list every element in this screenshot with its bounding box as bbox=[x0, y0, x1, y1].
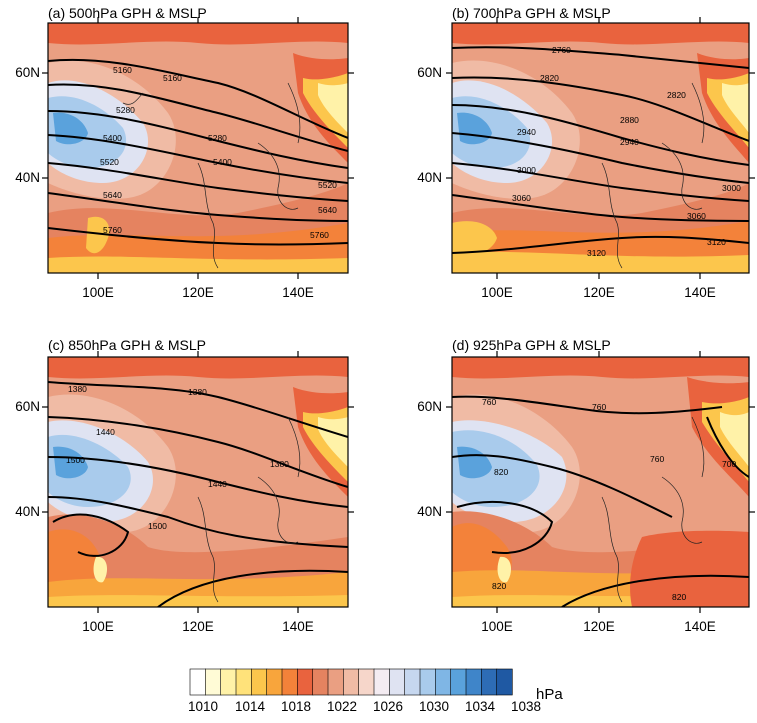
colorbar-swatch bbox=[205, 668, 222, 696]
colorbar-tick-label: 1026 bbox=[373, 699, 404, 714]
lat-label-40n: 40N bbox=[15, 504, 40, 519]
lat-label-40n: 40N bbox=[417, 504, 442, 519]
contour-label: 1440 bbox=[96, 427, 115, 437]
colorbar-swatch bbox=[251, 668, 268, 696]
colorbar-swatch bbox=[389, 668, 406, 696]
colorbar-swatch bbox=[419, 668, 436, 696]
contour-label: 2880 bbox=[620, 115, 639, 125]
contour-label: 5160 bbox=[163, 73, 182, 83]
colorbar-swatch bbox=[496, 668, 513, 696]
contour-label: 1500 bbox=[66, 455, 85, 465]
colorbar-swatch bbox=[404, 668, 421, 696]
colorbar-swatch bbox=[327, 668, 344, 696]
colorbar-tick-label: 1038 bbox=[511, 699, 542, 714]
colorbar-swatch bbox=[235, 668, 252, 696]
contour-label: 2760 bbox=[552, 45, 571, 55]
contour-label: 760 bbox=[592, 402, 606, 412]
panel-c-map: 1380 1380 1380 1440 1440 1500 1500 bbox=[42, 351, 354, 613]
contour-label: 3120 bbox=[587, 248, 606, 258]
lat-label-60n: 60N bbox=[417, 399, 442, 414]
contour-label: 760 bbox=[650, 454, 664, 464]
contour-label: 5400 bbox=[213, 157, 232, 167]
panel-b-title: (b) 700hPa GPH & MSLP bbox=[452, 5, 611, 21]
colorbar-tick-label: 1022 bbox=[327, 699, 358, 714]
colorbar-swatch bbox=[343, 668, 360, 696]
contour-label: 760 bbox=[482, 397, 496, 407]
lon-label-120e: 120E bbox=[583, 285, 615, 300]
contour-label: 1440 bbox=[208, 479, 227, 489]
colorbar-swatch bbox=[481, 668, 498, 696]
contour-label: 5160 bbox=[113, 65, 132, 75]
lat-label-60n: 60N bbox=[417, 65, 442, 80]
contour-label: 1380 bbox=[270, 459, 289, 469]
panel-a-map: 5160 5160 5280 5280 5400 5400 5520 5520 … bbox=[42, 17, 354, 279]
colorbar-tick-label: 1010 bbox=[188, 699, 219, 714]
contour-label: 5520 bbox=[318, 180, 337, 190]
contour-label: 5280 bbox=[116, 105, 135, 115]
lon-label-100e: 100E bbox=[82, 619, 114, 634]
contour-label: 820 bbox=[672, 592, 686, 602]
contour-label: 3000 bbox=[517, 165, 536, 175]
colorbar-swatch bbox=[266, 668, 283, 696]
colorbar-unit: hPa bbox=[536, 686, 563, 703]
lon-label-100e: 100E bbox=[481, 619, 513, 634]
lon-label-140e: 140E bbox=[282, 285, 314, 300]
contour-label: 1380 bbox=[188, 387, 207, 397]
colorbar-swatch bbox=[358, 668, 375, 696]
contour-label: 3060 bbox=[512, 193, 531, 203]
contour-label: 3120 bbox=[707, 237, 726, 247]
colorbar bbox=[189, 668, 513, 696]
contour-label: 2940 bbox=[620, 137, 639, 147]
colorbar-swatch bbox=[435, 668, 452, 696]
colorbar-swatch bbox=[373, 668, 390, 696]
contour-label: 820 bbox=[492, 581, 506, 591]
lat-label-40n: 40N bbox=[15, 170, 40, 185]
lon-label-100e: 100E bbox=[481, 285, 513, 300]
lon-label-140e: 140E bbox=[684, 619, 716, 634]
contour-label: 5640 bbox=[103, 190, 122, 200]
lat-label-60n: 60N bbox=[15, 399, 40, 414]
contour-label: 5280 bbox=[208, 133, 227, 143]
colorbar-swatch bbox=[297, 668, 314, 696]
lon-label-120e: 120E bbox=[182, 619, 214, 634]
lon-label-140e: 140E bbox=[282, 619, 314, 634]
contour-label: 2820 bbox=[540, 73, 559, 83]
contour-label: 700 bbox=[722, 459, 736, 469]
contour-label: 5640 bbox=[318, 205, 337, 215]
lat-label-60n: 60N bbox=[15, 65, 40, 80]
colorbar-tick-label: 1018 bbox=[281, 699, 312, 714]
contour-label: 1500 bbox=[148, 521, 167, 531]
panel-a-title: (a) 500hPa GPH & MSLP bbox=[48, 5, 207, 21]
contour-label: 5760 bbox=[103, 225, 122, 235]
panel-b-map: 2760 2820 2820 2880 2940 2940 3000 3000 … bbox=[446, 17, 755, 279]
colorbar-swatch bbox=[312, 668, 329, 696]
colorbar-swatch bbox=[450, 668, 467, 696]
panel-d-title: (d) 925hPa GPH & MSLP bbox=[452, 337, 611, 353]
lon-label-120e: 120E bbox=[583, 619, 615, 634]
colorbar-tick-label: 1034 bbox=[465, 699, 496, 714]
colorbar-swatch bbox=[189, 668, 206, 696]
contour-label: 5520 bbox=[100, 157, 119, 167]
colorbar-swatch bbox=[465, 668, 482, 696]
lat-label-40n: 40N bbox=[417, 170, 442, 185]
colorbar-tick-label: 1014 bbox=[235, 699, 266, 714]
contour-label: 5760 bbox=[310, 230, 329, 240]
panel-c-title: (c) 850hPa GPH & MSLP bbox=[48, 337, 206, 353]
lon-label-120e: 120E bbox=[182, 285, 214, 300]
lon-label-100e: 100E bbox=[82, 285, 114, 300]
colorbar-tick-label: 1030 bbox=[419, 699, 450, 714]
contour-label: 1380 bbox=[68, 384, 87, 394]
colorbar-swatch bbox=[281, 668, 298, 696]
lon-label-140e: 140E bbox=[684, 285, 716, 300]
contour-label: 820 bbox=[494, 467, 508, 477]
contour-label: 2820 bbox=[667, 90, 686, 100]
contour-label: 2940 bbox=[517, 127, 536, 137]
contour-label: 3060 bbox=[687, 211, 706, 221]
contour-label: 3000 bbox=[722, 183, 741, 193]
contour-label: 5400 bbox=[103, 133, 122, 143]
colorbar-swatch bbox=[220, 668, 237, 696]
panel-d-map: 760 760 760 820 820 820 700 bbox=[446, 351, 755, 613]
